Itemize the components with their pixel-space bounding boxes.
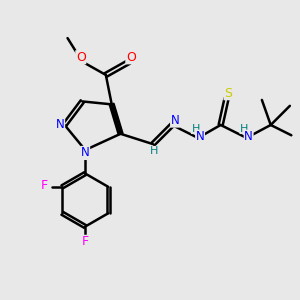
Text: H: H bbox=[150, 146, 159, 157]
Text: F: F bbox=[82, 236, 89, 248]
Text: O: O bbox=[126, 51, 136, 64]
Text: N: N bbox=[56, 118, 64, 131]
Text: S: S bbox=[224, 87, 232, 100]
Text: N: N bbox=[171, 114, 179, 127]
Text: N: N bbox=[244, 130, 253, 143]
Text: H: H bbox=[191, 124, 200, 134]
Text: O: O bbox=[76, 51, 86, 64]
Text: F: F bbox=[41, 179, 48, 192]
Text: H: H bbox=[240, 124, 248, 134]
Text: N: N bbox=[81, 146, 90, 159]
Text: N: N bbox=[196, 130, 204, 143]
